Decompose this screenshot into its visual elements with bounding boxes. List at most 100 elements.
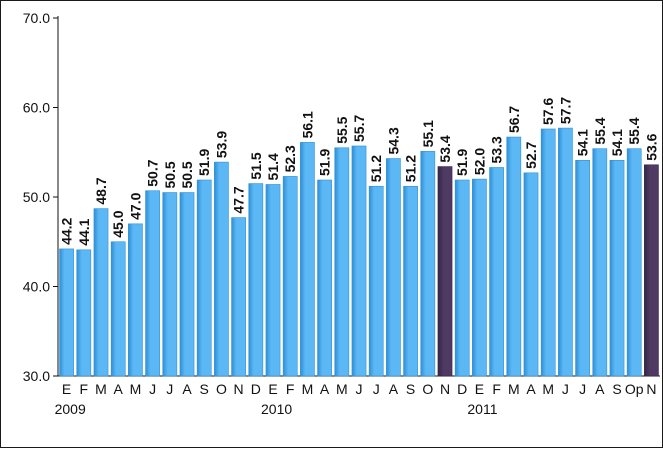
data-label: 51.5 [248,152,264,179]
bar [386,158,401,377]
data-label: 54.1 [609,129,625,156]
x-tick-label: A [389,381,399,397]
data-label: 44.2 [59,217,75,244]
y-tick-label: 70.0 [23,10,50,26]
x-tick-label: A [182,381,192,397]
data-label: 53.3 [489,136,505,163]
data-label: 51.9 [196,149,212,176]
x-tick-label: S [200,381,209,397]
data-label: 50.7 [145,159,161,186]
data-label: 56.7 [506,106,522,133]
bar [454,179,470,377]
data-label: 44.1 [76,218,92,245]
y-tick-label: 60.0 [23,100,50,116]
data-label: 52.0 [471,148,487,175]
x-tick-label: F [492,381,501,397]
x-tick-label: S [406,381,415,397]
bar [110,241,126,377]
bar [351,145,367,377]
y-tick-label: 40.0 [23,279,50,295]
x-tick-label: Op [625,381,644,397]
data-label: 54.1 [575,129,591,156]
bar [93,208,109,377]
data-label: 57.7 [557,97,573,124]
bar [231,217,246,377]
data-label: 53.4 [437,135,453,162]
x-tick-label: N [440,381,450,397]
year-label: 2010 [261,401,292,417]
y-tick-label: 30.0 [23,368,50,384]
data-label: 50.5 [179,161,195,188]
x-tick-label: M [95,381,107,397]
data-label: 55.4 [626,117,642,144]
x-tick-label: N [646,381,656,397]
bar [403,185,418,377]
data-label: 56.1 [299,111,315,138]
x-tick-label: N [234,381,244,397]
data-label: 52.7 [523,141,539,168]
x-tick-label: O [422,381,433,397]
x-tick-label: D [457,381,467,397]
bar [575,160,590,377]
data-label: 51.4 [265,153,281,180]
x-tick-label: S [612,381,621,397]
bar [179,192,195,377]
bar [162,192,178,377]
bar [214,161,229,377]
bar [472,178,487,377]
data-label: 45.0 [110,210,126,237]
x-tick-label: A [595,381,605,397]
x-tick-label: E [62,381,71,397]
data-label: 55.4 [592,117,608,144]
x-tick-label: A [114,381,124,397]
data-label: 57.6 [540,98,556,125]
bar [145,190,160,377]
data-label: 55.7 [351,115,367,142]
bar [420,151,436,377]
bar [265,184,281,377]
data-label: 51.2 [403,155,419,182]
data-label: 55.1 [420,120,436,147]
x-tick-label: J [562,381,569,397]
bar [368,185,384,377]
bar [59,248,74,377]
x-tick-label: J [166,381,173,397]
x-tick-label: O [216,381,227,397]
bar [248,183,264,377]
data-label: 52.3 [282,145,298,172]
data-label: 51.2 [368,155,384,182]
x-tick-label: F [80,381,89,397]
data-label: 47.7 [231,186,247,213]
year-label: 2011 [467,401,497,417]
x-tick-label: M [302,381,314,397]
bar [334,147,350,377]
x-tick-label: M [336,381,348,397]
bar [609,160,625,377]
x-tick-label: A [320,381,330,397]
bar [196,179,212,377]
bar [523,172,539,377]
bar [300,142,315,377]
x-tick-label: M [508,381,520,397]
data-label: 55.5 [334,116,350,143]
y-tick-label: 50.0 [23,189,50,205]
bar [558,127,573,377]
year-label: 2009 [55,401,86,417]
data-label: 54.3 [385,127,401,154]
bar [128,223,143,377]
x-tick-label: M [542,381,554,397]
x-tick-label: F [286,381,295,397]
x-tick-label: J [149,381,156,397]
x-tick-label: E [268,381,277,397]
bar [540,128,556,377]
data-label: 51.9 [454,149,470,176]
bar [282,176,298,377]
x-tick-label: J [579,381,586,397]
x-tick-label: D [251,381,261,397]
data-label: 51.9 [317,149,333,176]
x-tick-label: J [356,381,363,397]
bar [644,164,659,377]
data-label: 48.7 [93,177,109,204]
